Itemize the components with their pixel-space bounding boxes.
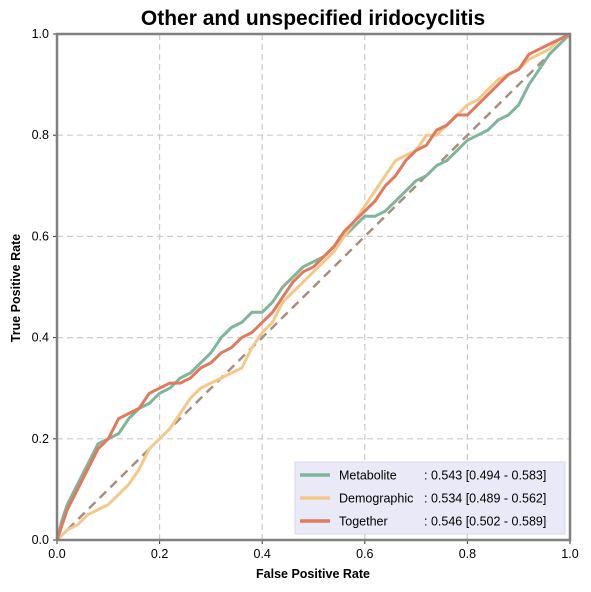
y-tick-label: 0.0: [32, 533, 49, 547]
legend: Metabolite : 0.543 [0.494 - 0.583] Demogra…: [295, 462, 565, 534]
y-tick-label: 0.8: [32, 128, 49, 142]
legend-auc: : 0.546 [0.502 - 0.589]: [424, 515, 546, 529]
y-tick-label: 0.4: [32, 331, 49, 345]
x-tick-label: 0.0: [48, 547, 65, 561]
legend-auc: : 0.534 [0.489 - 0.562]: [424, 492, 546, 506]
legend-auc: : 0.543 [0.494 - 0.583]: [424, 469, 546, 483]
chart-title: Other and unspecified iridocyclitis: [141, 7, 485, 30]
legend-entry: Metabolite: [339, 469, 397, 483]
y-tick-label: 0.6: [32, 229, 49, 243]
y-tick-label: 0.2: [32, 432, 49, 446]
x-tick-label: 0.2: [151, 547, 168, 561]
x-tick-label: 0.6: [356, 547, 373, 561]
x-axis-label: False Positive Rate: [256, 567, 370, 581]
legend-entry: Demographic: [339, 492, 413, 506]
legend-entry: Together: [339, 515, 388, 529]
x-tick-label: 1.0: [561, 547, 578, 561]
x-tick-label: 0.8: [459, 547, 476, 561]
y-axis-label: True Positive Rate: [9, 234, 23, 342]
x-tick-label: 0.4: [254, 547, 271, 561]
y-tick-label: 1.0: [32, 27, 49, 41]
